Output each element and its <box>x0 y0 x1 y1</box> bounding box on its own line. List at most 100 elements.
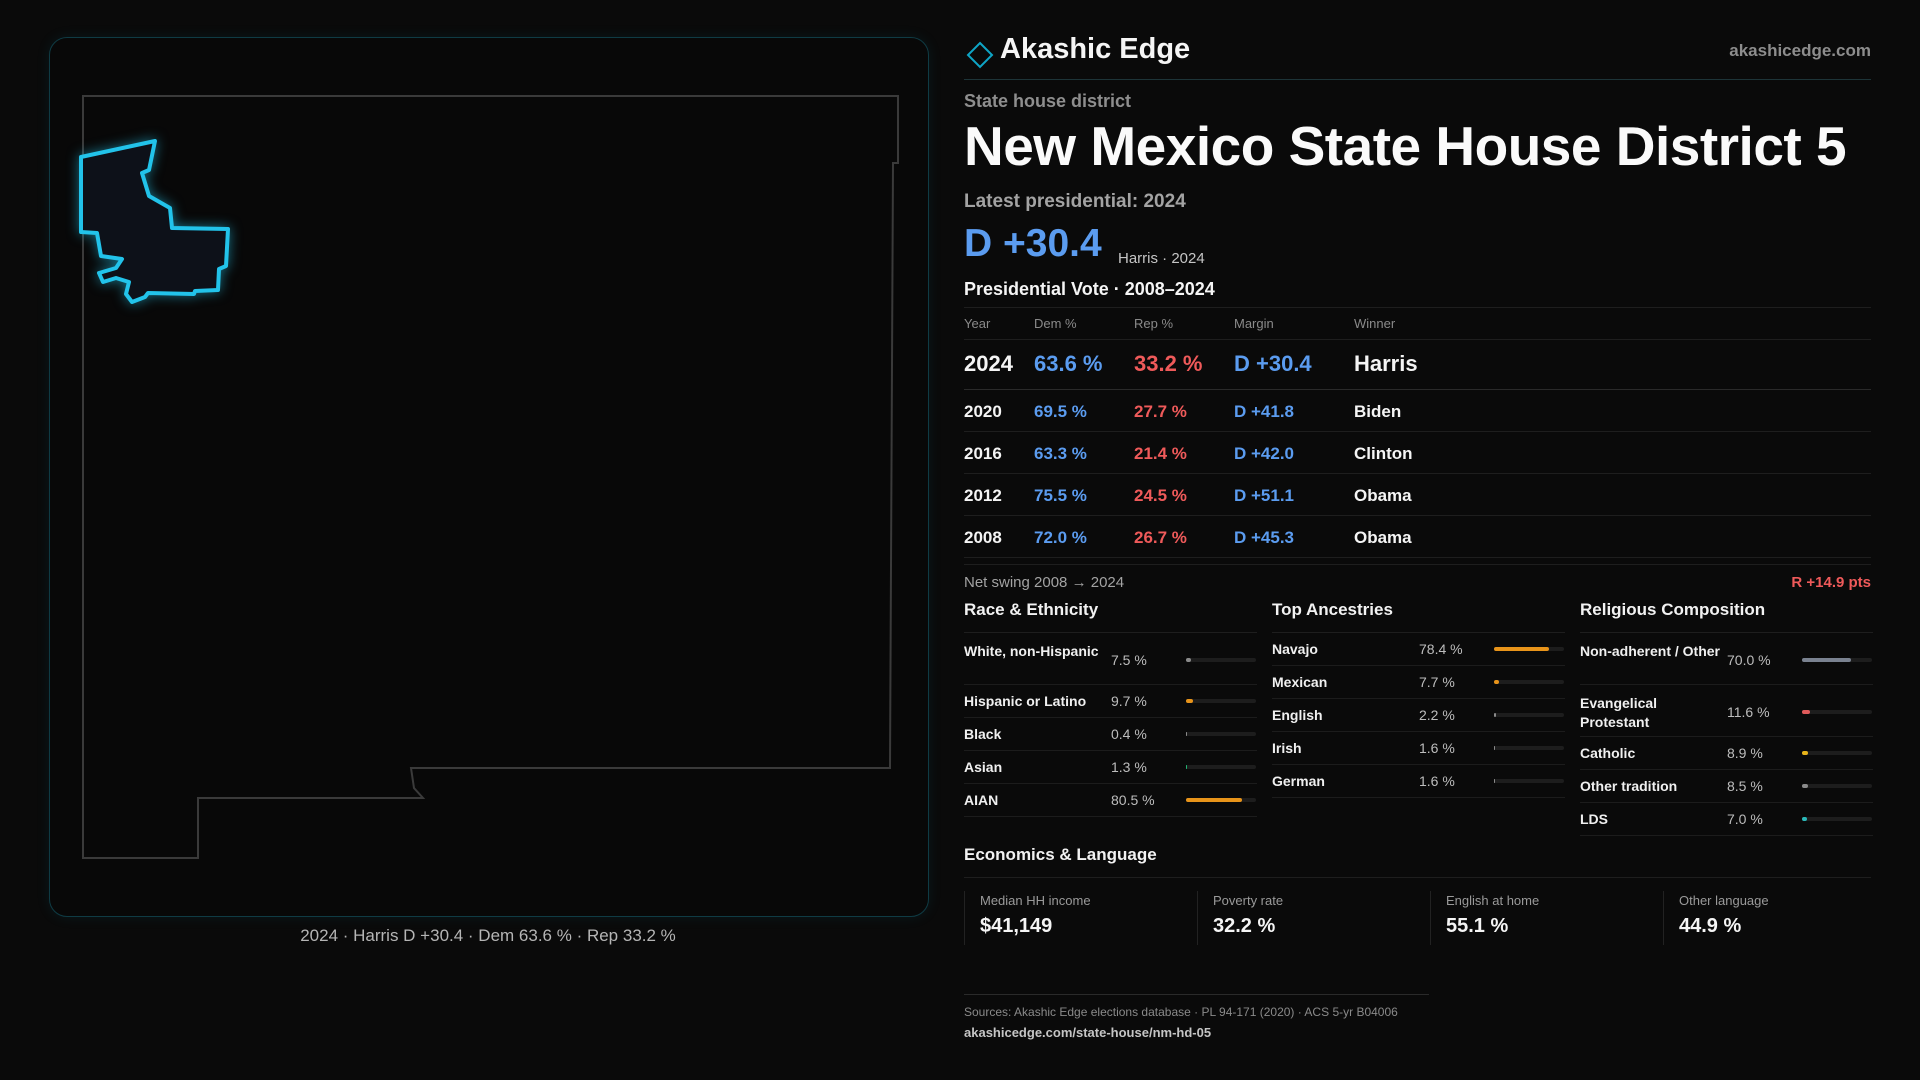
cell-winner: Clinton <box>1354 444 1413 463</box>
presidential-vote-title: Presidential Vote · 2008–2024 <box>964 279 1215 299</box>
table-row: 2016 63.3 % 21.4 % D +42.0 Clinton <box>964 432 1871 474</box>
item-name: Navajo <box>1272 641 1318 657</box>
cell-dem: 72.0 % <box>1034 528 1087 547</box>
item-bar-fill <box>1494 680 1500 684</box>
col-dem: Dem % <box>1034 316 1077 331</box>
sources-footer: Sources: Akashic Edge elections database… <box>964 994 1429 1040</box>
item-pct: 11.6 % <box>1727 704 1770 720</box>
item-name: LDS <box>1580 811 1608 827</box>
district-shape[interactable] <box>79 139 230 304</box>
item-name: Non-adherent / Other <box>1580 643 1721 659</box>
cell-margin: D +30.4 <box>1234 351 1312 376</box>
presidential-vote-table: Year Dem % Rep % Margin Winner 2024 63.6… <box>964 307 1871 558</box>
district-map[interactable] <box>50 38 928 916</box>
item-name: Catholic <box>1580 745 1636 761</box>
item-bar-fill <box>1186 798 1243 802</box>
list-item: Evangelical Protestant 11.6 % <box>1580 685 1873 737</box>
item-bar-fill <box>1494 779 1496 783</box>
cell-margin: D +42.0 <box>1234 444 1295 463</box>
item-bar-fill <box>1802 817 1807 821</box>
cell-margin: D +41.8 <box>1234 402 1295 421</box>
cell-rep: 24.5 % <box>1134 486 1187 505</box>
latest-margin: D +30.4 <box>964 222 1102 265</box>
stat-poverty-rate: Poverty rate 32.2 % <box>1197 891 1418 945</box>
race-ethnicity-section: Race & Ethnicity White, non-Hispanic 7.5… <box>964 600 1257 817</box>
cell-winner: Obama <box>1354 528 1412 547</box>
item-bar-fill <box>1494 647 1549 651</box>
item-bar <box>1494 647 1564 651</box>
col-year: Year <box>964 316 991 331</box>
item-pct: 7.5 % <box>1111 652 1147 668</box>
cell-year: 2016 <box>964 444 1002 463</box>
stat-label: Median HH income <box>980 893 1091 908</box>
net-swing-label: Net swing 2008 → 2024 <box>964 574 1125 591</box>
item-name: Other tradition <box>1580 778 1678 794</box>
state-outline <box>82 95 899 859</box>
page-title: New Mexico State House District 5 <box>964 115 1847 177</box>
stat-value: 44.9 % <box>1679 915 1742 937</box>
col-winner: Winner <box>1354 316 1396 331</box>
item-bar <box>1494 779 1564 783</box>
map-panel[interactable] <box>49 37 929 917</box>
cell-winner: Harris <box>1354 351 1418 376</box>
item-bar-fill <box>1186 658 1192 662</box>
brand-name[interactable]: Akashic Edge <box>1000 33 1191 65</box>
stat-value: 55.1 % <box>1446 915 1509 937</box>
item-pct: 0.4 % <box>1111 726 1147 742</box>
col-rep: Rep % <box>1134 316 1174 331</box>
item-pct: 7.0 % <box>1727 811 1763 827</box>
item-pct: 1.6 % <box>1419 740 1455 756</box>
list-item: English 2.2 % <box>1272 699 1565 732</box>
list-item: Navajo 78.4 % <box>1272 633 1565 666</box>
item-name: Hispanic or Latino <box>964 693 1087 709</box>
list-item: AIAN 80.5 % <box>964 784 1257 817</box>
cell-year: 2020 <box>964 402 1002 421</box>
item-bar <box>1494 713 1564 717</box>
item-pct: 70.0 % <box>1727 652 1771 668</box>
list-item: Black 0.4 % <box>964 718 1257 751</box>
sources-link[interactable]: akashicedge.com/state-house/nm-hd-05 <box>964 1025 1212 1040</box>
item-bar-fill <box>1494 713 1496 717</box>
brand-header: Akashic Edge akashicedge.com <box>964 33 1871 80</box>
list-item: German 1.6 % <box>1272 765 1565 798</box>
item-bar <box>1494 746 1564 750</box>
item-bar-fill <box>1186 732 1187 736</box>
item-bar <box>1186 658 1256 662</box>
item-name: English <box>1272 707 1323 723</box>
item-pct: 1.3 % <box>1111 759 1147 775</box>
list-item: Other tradition 8.5 % <box>1580 770 1873 803</box>
item-name: AIAN <box>964 792 999 808</box>
col-margin: Margin <box>1234 316 1274 331</box>
cell-dem: 63.3 % <box>1034 444 1087 463</box>
stat-english-at-home: English at home 55.1 % <box>1430 891 1651 945</box>
stat-other-language: Other language 44.9 % <box>1663 891 1884 945</box>
race-ethnicity-title: Race & Ethnicity <box>964 600 1257 633</box>
net-swing-value: R +14.9 pts <box>1791 574 1871 591</box>
item-pct: 80.5 % <box>1111 792 1155 808</box>
item-bar <box>1186 765 1256 769</box>
list-item: Non-adherent / Other 70.0 % <box>1580 633 1873 685</box>
table-row: 2012 75.5 % 24.5 % D +51.1 Obama <box>964 474 1871 516</box>
ancestry-title: Top Ancestries <box>1272 600 1565 633</box>
list-item: White, non-Hispanic 7.5 % <box>964 633 1257 685</box>
item-pct: 78.4 % <box>1419 641 1463 657</box>
sources-text: Sources: Akashic Edge elections database… <box>964 1005 1398 1019</box>
religion-title: Religious Composition <box>1580 600 1873 633</box>
item-bar <box>1802 658 1872 662</box>
item-bar <box>1494 680 1564 684</box>
brand-url[interactable]: akashicedge.com <box>1729 41 1871 60</box>
list-item: Mexican 7.7 % <box>1272 666 1565 699</box>
net-swing: Net swing 2008 → 2024 R +14.9 pts <box>964 564 1871 595</box>
item-name: White, non-Hispanic <box>964 643 1099 659</box>
cell-year: 2024 <box>964 351 1013 376</box>
table-row: 2024 63.6 % 33.2 % D +30.4 Harris <box>964 340 1871 390</box>
religion-section: Religious Composition Non-adherent / Oth… <box>1580 600 1873 836</box>
item-bar-fill <box>1186 699 1193 703</box>
item-bar <box>1186 699 1256 703</box>
latest-margin-subtitle: Harris · 2024 <box>1118 250 1205 267</box>
economics-title: Economics & Language <box>964 845 1871 878</box>
cell-year: 2008 <box>964 528 1002 547</box>
table-row: 2020 69.5 % 27.7 % D +41.8 Biden <box>964 390 1871 432</box>
item-pct: 8.9 % <box>1727 745 1763 761</box>
item-name: Evangelical Protestant <box>1580 695 1658 730</box>
